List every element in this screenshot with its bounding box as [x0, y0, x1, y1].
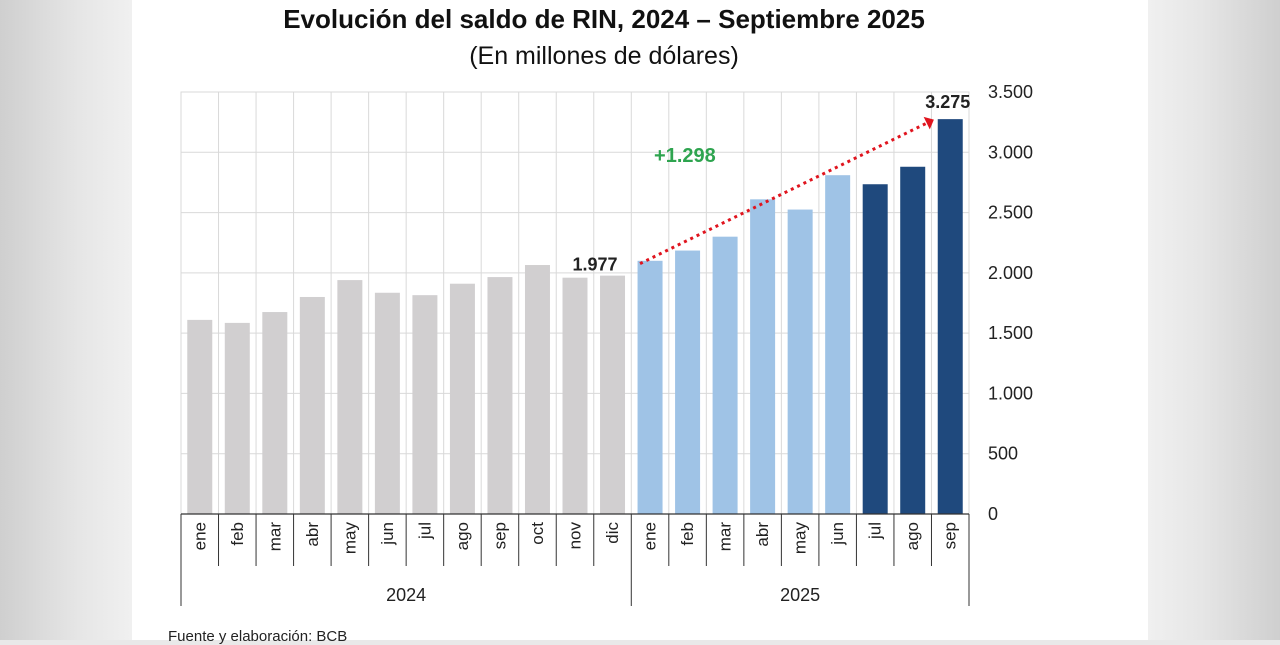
x-tick-label: nov [566, 522, 585, 550]
bar [825, 175, 851, 515]
chart-subtitle: (En millones de dólares) [469, 42, 739, 70]
bar [487, 277, 513, 514]
end-value-label: 3.275 [925, 92, 970, 112]
y-tick-label: 3.500 [988, 82, 1033, 102]
y-tick-label: 2.000 [988, 263, 1033, 283]
bar [600, 275, 626, 514]
x-tick-label: mar [716, 522, 735, 552]
bar [787, 209, 813, 515]
start-value-label: 1.977 [572, 255, 617, 275]
right-blur-margin [1148, 0, 1280, 640]
x-tick-label: sep [941, 522, 960, 549]
bar [675, 250, 701, 514]
x-tick-label: sep [490, 522, 509, 549]
bar [750, 199, 776, 514]
x-tick-label: may [340, 522, 359, 555]
year-label: 2025 [780, 585, 820, 605]
bar [374, 292, 400, 514]
x-tick-label: abr [303, 522, 322, 547]
bar [449, 283, 475, 514]
chart-title: Evolución del saldo de RIN, 2024 – Septi… [283, 4, 925, 34]
y-tick-label: 3.000 [988, 142, 1033, 162]
chart-card: Evolución del saldo de RIN, 2024 – Septi… [132, 0, 1148, 645]
x-tick-label: jun [378, 522, 397, 546]
x-tick-label: ene [641, 522, 660, 550]
x-tick-label: jul [415, 522, 434, 540]
trend-arrow-head [923, 116, 934, 130]
bar [862, 184, 888, 515]
x-tick-label: ago [903, 522, 922, 550]
x-tick-label: mar [265, 522, 284, 552]
x-tick-label: abr [753, 522, 772, 547]
bar [524, 265, 550, 514]
x-tick-label: jun [828, 522, 847, 546]
y-tick-label: 1.500 [988, 323, 1033, 343]
x-tick-label: ago [453, 522, 472, 550]
x-tick-label: oct [528, 522, 547, 545]
y-tick-label: 0 [988, 504, 998, 524]
bar [187, 319, 213, 514]
year-label: 2024 [386, 585, 426, 605]
bar [299, 296, 325, 514]
bar [937, 119, 963, 514]
bar [562, 277, 588, 514]
bar [262, 312, 288, 514]
x-tick-label: dic [603, 522, 622, 544]
x-tick-label: may [791, 522, 810, 555]
bar [337, 280, 363, 514]
delta-label: +1.298 [654, 145, 716, 167]
trend-arrow-line [639, 121, 928, 265]
source-note: Fuente y elaboración: BCB [168, 628, 348, 645]
x-tick-label: ene [190, 522, 209, 550]
bar [900, 166, 926, 515]
x-tick-label: feb [678, 522, 697, 546]
bar [637, 260, 663, 514]
bar [412, 295, 438, 514]
bar [224, 322, 250, 514]
y-tick-label: 500 [988, 444, 1018, 464]
x-tick-label: feb [228, 522, 247, 546]
bar [712, 236, 738, 514]
y-tick-label: 2.500 [988, 203, 1033, 223]
x-tick-label: jul [866, 522, 885, 540]
y-tick-label: 1.000 [988, 383, 1033, 403]
left-blur-margin [0, 0, 132, 640]
